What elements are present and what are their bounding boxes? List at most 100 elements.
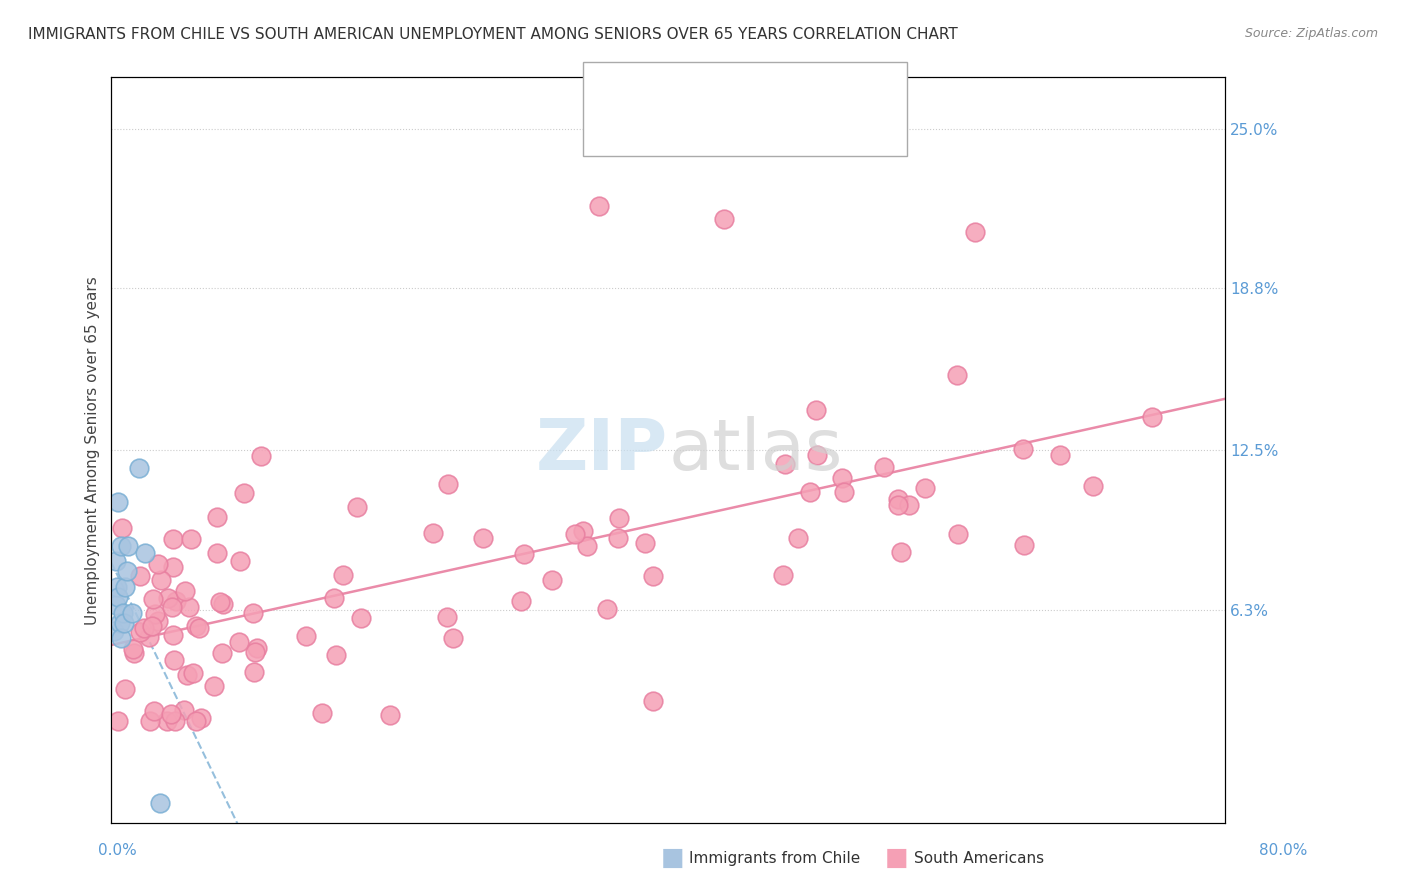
Point: [117, 539, 139, 553]
Point: [233, 485, 256, 500]
Point: [946, 368, 969, 382]
Point: [122, 642, 145, 657]
Point: [772, 567, 794, 582]
Point: [122, 646, 145, 660]
Text: ■: ■: [612, 113, 636, 136]
Point: [107, 590, 129, 604]
Y-axis label: Unemployment Among Seniors over 65 years: Unemployment Among Seniors over 65 years: [86, 277, 100, 624]
Point: [142, 704, 165, 718]
Point: [205, 509, 228, 524]
Point: [775, 457, 797, 471]
Point: [572, 524, 595, 538]
Point: [422, 525, 444, 540]
Point: [162, 628, 184, 642]
Point: [914, 482, 936, 496]
Point: [142, 591, 165, 606]
Point: [114, 580, 136, 594]
Text: ■: ■: [661, 847, 683, 870]
Point: [141, 619, 163, 633]
Text: Source: ZipAtlas.com: Source: ZipAtlas.com: [1244, 27, 1378, 40]
Point: [832, 485, 855, 500]
Point: [156, 714, 179, 728]
Point: [249, 449, 271, 463]
Text: 18: 18: [769, 78, 794, 95]
Point: [1012, 538, 1035, 552]
Point: [243, 665, 266, 679]
Point: [887, 498, 910, 512]
Point: [311, 706, 333, 720]
Point: [1081, 479, 1104, 493]
Point: [108, 615, 131, 630]
Point: [104, 554, 127, 568]
Point: [510, 593, 533, 607]
Point: [211, 646, 233, 660]
Point: [643, 693, 665, 707]
Point: [212, 597, 235, 611]
Point: [107, 495, 129, 509]
Point: [129, 569, 152, 583]
Point: [134, 546, 156, 560]
Point: [184, 619, 207, 633]
Point: [242, 606, 264, 620]
Point: [180, 533, 202, 547]
Point: [115, 565, 138, 579]
Point: [332, 568, 354, 582]
Point: [831, 471, 853, 485]
Point: [898, 498, 921, 512]
Point: [378, 708, 401, 723]
Point: [128, 461, 150, 475]
Point: [804, 403, 827, 417]
Text: ZIP: ZIP: [536, 416, 668, 485]
Point: [111, 521, 134, 535]
Point: [162, 560, 184, 574]
Point: [190, 711, 212, 725]
Point: [149, 796, 172, 810]
Text: ■: ■: [612, 75, 636, 98]
Point: [160, 600, 183, 615]
Point: [184, 714, 207, 728]
Point: [634, 535, 657, 549]
Point: [112, 615, 135, 630]
Point: [129, 624, 152, 639]
Point: [173, 703, 195, 717]
Point: [104, 598, 127, 612]
Point: [799, 485, 821, 500]
Point: [181, 666, 204, 681]
Point: [346, 500, 368, 515]
Point: [229, 554, 252, 568]
Point: [246, 641, 269, 656]
Point: [325, 648, 347, 663]
Point: [114, 682, 136, 697]
Point: [441, 632, 464, 646]
Text: R =  0.364   N =: R = 0.364 N =: [637, 118, 772, 132]
Point: [564, 526, 586, 541]
Point: [873, 459, 896, 474]
Point: [436, 610, 458, 624]
Text: atlas: atlas: [668, 416, 842, 485]
Point: [1049, 448, 1071, 462]
Point: [146, 558, 169, 572]
Point: [890, 544, 912, 558]
Point: [107, 714, 129, 728]
Point: [139, 714, 162, 728]
Point: [575, 539, 598, 553]
Point: [787, 531, 810, 545]
Point: [165, 593, 187, 607]
Point: [228, 634, 250, 648]
Point: [1012, 442, 1035, 457]
Point: [713, 211, 735, 226]
Point: [132, 622, 155, 636]
Text: 0.0%: 0.0%: [98, 843, 138, 858]
Point: [163, 714, 186, 728]
Point: [205, 546, 228, 560]
Point: [103, 624, 125, 638]
Text: 80.0%: 80.0%: [1260, 843, 1308, 858]
Point: [322, 591, 344, 606]
Point: [111, 606, 134, 620]
Point: [596, 602, 619, 616]
Point: [806, 448, 828, 462]
Point: [641, 568, 664, 582]
Text: South Americans: South Americans: [914, 851, 1045, 865]
Point: [209, 594, 232, 608]
Text: IMMIGRANTS FROM CHILE VS SOUTH AMERICAN UNEMPLOYMENT AMONG SENIORS OVER 65 YEARS: IMMIGRANTS FROM CHILE VS SOUTH AMERICAN …: [28, 27, 957, 42]
